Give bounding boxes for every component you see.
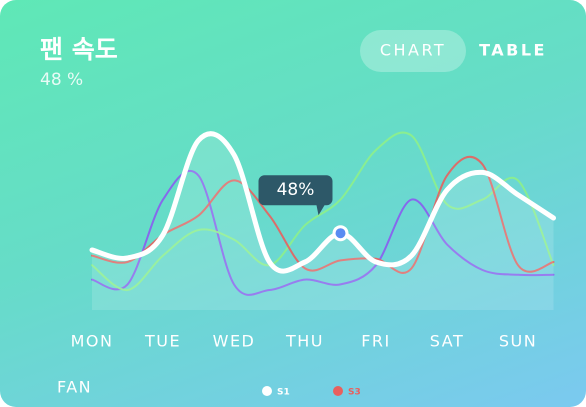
line [91,169,555,296]
line [91,131,555,292]
x-tick-label: SAT [430,332,464,351]
x-tick-label: MON [71,332,114,351]
legend-label: S3 [348,388,361,398]
tab[interactable]: TABLE [479,41,547,60]
x-tick-label: FRI [361,332,391,351]
highlight-point [332,225,349,242]
tab-active-bg [360,30,466,72]
plot: 48% [89,131,556,310]
legend-label: S1 [277,388,290,398]
tab[interactable]: CHART [380,41,446,60]
current-value: 48 % [40,70,83,90]
tooltip [258,175,333,216]
legend-swatch [333,386,343,396]
line [91,155,555,274]
title: 팬 속도 [40,35,118,64]
legend-swatch [262,386,272,396]
line [89,131,556,274]
x-tick-label: THU [285,332,324,351]
area [92,133,554,310]
x-tick-label: TUE [144,332,181,351]
x-tick-label: SUN [499,332,537,351]
tooltip-label: 48% [277,180,315,200]
footer-label: FAN [57,378,92,397]
x-tick-label: WED [213,332,256,351]
